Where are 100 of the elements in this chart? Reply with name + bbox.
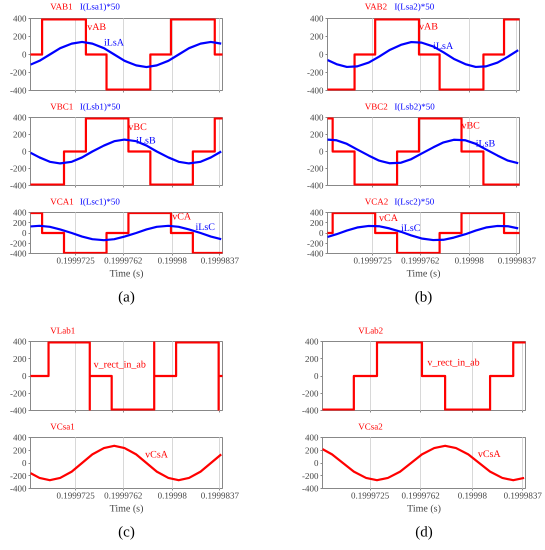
y-tick-label: 400 bbox=[13, 208, 27, 218]
annotation: iLsC bbox=[400, 223, 421, 234]
y-tick-label: -200 bbox=[302, 470, 319, 481]
annotation: v_rect_in_ab bbox=[427, 358, 480, 369]
series-label: VAB1 bbox=[50, 2, 73, 12]
y-tick-label: 200 bbox=[310, 32, 324, 42]
text: (b) bbox=[414, 290, 432, 306]
text: VCsa1 bbox=[50, 422, 75, 432]
y-tick-label: 400 bbox=[305, 432, 319, 442]
x-tick-label: 0.1999762 bbox=[401, 490, 440, 500]
y-tick-label: -200 bbox=[10, 470, 27, 481]
line-series bbox=[30, 444, 222, 482]
x-tick-label: 0.1999725 bbox=[56, 490, 96, 500]
y-tick-label: 200 bbox=[13, 130, 27, 140]
y-tick-label: -200 bbox=[10, 68, 27, 78]
text: VBC2 bbox=[364, 102, 388, 112]
y-tick-label: -400 bbox=[307, 248, 324, 258]
x-tick-label: 0.19998 bbox=[158, 256, 188, 266]
text: I(Lsc1)*50 bbox=[80, 196, 120, 206]
y-tick-label: 400 bbox=[310, 112, 324, 122]
y-tick-label: -200 bbox=[307, 164, 324, 174]
annotation: vAB bbox=[87, 22, 106, 33]
y-tick-label: 200 bbox=[13, 354, 27, 364]
y-tick-label: 0 bbox=[314, 371, 319, 381]
y-tick-label: 0 bbox=[319, 50, 324, 60]
line-series bbox=[30, 224, 222, 242]
text: (a) bbox=[118, 290, 135, 306]
y-tick-label: -200 bbox=[10, 238, 27, 248]
y-tick-label: 400 bbox=[13, 14, 27, 24]
annotation: vBC bbox=[128, 122, 148, 133]
y-tick-label: 400 bbox=[13, 432, 27, 442]
y-tick-label: 400 bbox=[310, 208, 324, 218]
x-tick-label: 0.1999762 bbox=[401, 256, 440, 266]
annotation: iLsA bbox=[104, 37, 125, 48]
y-tick-label: -400 bbox=[10, 406, 27, 416]
annotation: vCsA bbox=[145, 450, 169, 461]
line-series bbox=[322, 444, 526, 482]
y-tick-label: -400 bbox=[302, 406, 319, 416]
line-series bbox=[30, 138, 222, 164]
text: I(Lsa1)*50 bbox=[80, 2, 120, 12]
y-tick-label: -200 bbox=[307, 238, 324, 248]
x-tick-label: 0.1999725 bbox=[56, 256, 96, 266]
y-tick-label: 0 bbox=[319, 228, 324, 238]
y-tick-label: 200 bbox=[13, 445, 27, 456]
y-tick-label: 400 bbox=[305, 336, 319, 346]
x-tick-label: 0.1999725 bbox=[351, 490, 390, 500]
y-tick-label: -400 bbox=[10, 248, 27, 258]
line-series bbox=[328, 138, 520, 164]
y-tick-label: 200 bbox=[13, 218, 27, 228]
x-axis-title: Time (s) bbox=[407, 504, 441, 514]
x-tick-label: 0.19998 bbox=[458, 490, 488, 500]
text: I(Lsc2)*50 bbox=[394, 196, 435, 206]
y-tick-label: -200 bbox=[10, 164, 27, 174]
y-tick-label: 400 bbox=[13, 336, 27, 346]
y-tick-label: 0 bbox=[22, 50, 27, 60]
y-tick-label: 200 bbox=[310, 130, 324, 140]
y-tick-label: 0 bbox=[22, 146, 27, 156]
annotation: v_rect_in_ab bbox=[94, 360, 146, 371]
y-tick-label: -200 bbox=[302, 388, 319, 398]
x-tick-label: 0.19998 bbox=[158, 490, 188, 500]
x-tick-label: 0.1999762 bbox=[104, 256, 142, 266]
y-tick-label: -400 bbox=[307, 180, 324, 190]
series-label: VCA1 bbox=[50, 196, 74, 206]
y-tick-label: -400 bbox=[10, 180, 27, 190]
x-tick-label: 0.1999725 bbox=[353, 256, 392, 266]
y-tick-label: -400 bbox=[307, 86, 324, 96]
y-tick-label: 0 bbox=[22, 458, 27, 468]
x-axis-title: Time (s) bbox=[406, 268, 440, 280]
x-axis-title: Time (s) bbox=[110, 268, 144, 280]
text: I(Lsa2)*50 bbox=[394, 2, 435, 12]
series-label: VLab2 bbox=[358, 326, 384, 336]
y-tick-label: -400 bbox=[10, 484, 27, 494]
annotation: vAB bbox=[418, 22, 438, 33]
line-series bbox=[30, 40, 222, 68]
line-series bbox=[328, 40, 520, 68]
x-tick-label: 0.1999837 bbox=[200, 256, 240, 266]
y-tick-label: 200 bbox=[13, 32, 27, 42]
text: I(Lsb1)*50 bbox=[80, 102, 121, 112]
y-tick-label: 400 bbox=[13, 112, 27, 122]
annotation: iLsC bbox=[195, 222, 216, 233]
annotation: vCsA bbox=[478, 449, 502, 460]
y-tick-label: 0 bbox=[22, 228, 27, 238]
series-label: VLab1 bbox=[50, 326, 76, 336]
annotation: vBC bbox=[462, 120, 480, 132]
series-label: VBC1 bbox=[50, 102, 74, 112]
y-tick-label: -400 bbox=[302, 484, 319, 494]
x-tick-label: 0.1999837 bbox=[200, 490, 240, 500]
y-tick-label: -200 bbox=[10, 388, 27, 398]
x-axis-title: Time (s) bbox=[110, 504, 144, 514]
y-tick-label: 0 bbox=[319, 146, 324, 156]
line-series bbox=[328, 224, 520, 242]
x-tick-label: 0.1999762 bbox=[104, 490, 142, 500]
annotation: vCA bbox=[172, 212, 192, 223]
y-tick-label: 200 bbox=[310, 218, 324, 228]
y-tick-label: -200 bbox=[307, 68, 324, 78]
y-tick-label: 200 bbox=[305, 445, 319, 456]
text: (d) bbox=[415, 524, 433, 540]
y-tick-label: 400 bbox=[310, 14, 324, 24]
y-tick-label: -400 bbox=[10, 86, 27, 96]
y-tick-label: 0 bbox=[22, 371, 27, 381]
